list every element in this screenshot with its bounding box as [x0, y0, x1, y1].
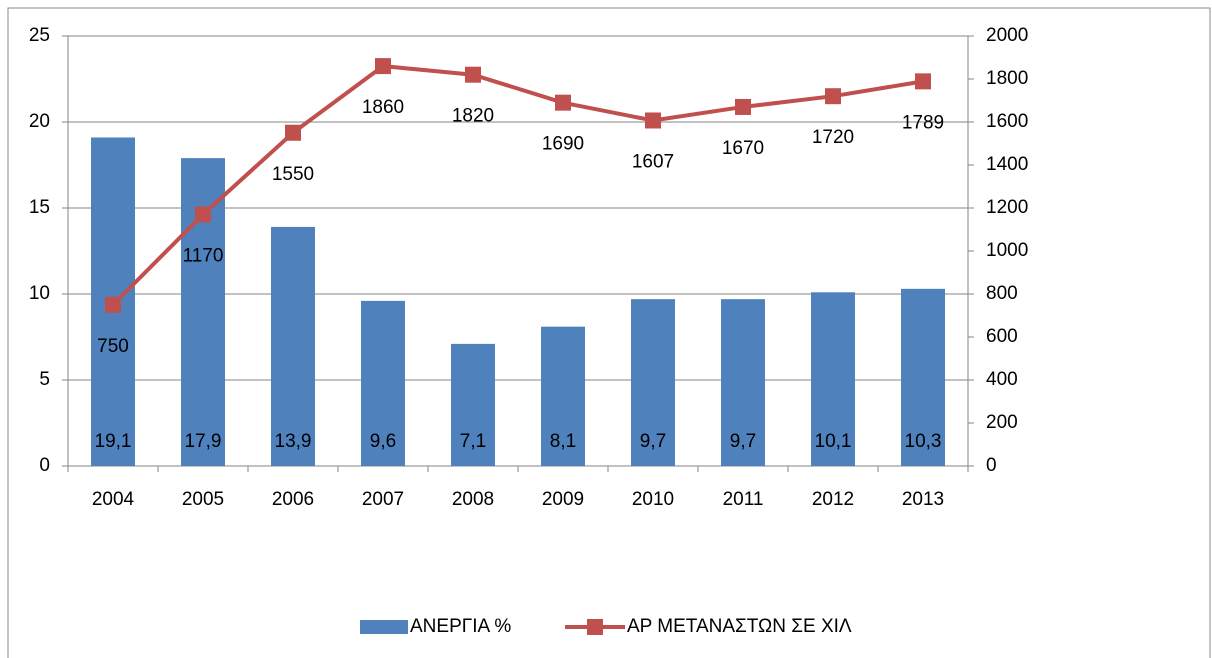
y-tick-label: 20: [29, 111, 50, 132]
legend-label: ΑΝΕΡΓΙΑ %: [410, 616, 511, 637]
line-value-label: 1720: [812, 127, 854, 148]
y2-tick-label: 1600: [986, 111, 1028, 132]
x-tick-label: 2006: [272, 489, 314, 510]
y2-tick-label: 0: [986, 455, 997, 476]
bar-value-label: 7,1: [460, 431, 486, 452]
line-value-label: 1170: [183, 245, 224, 266]
bar: [631, 299, 675, 466]
y2-tick-label: 600: [986, 326, 1018, 347]
y-tick-label: 5: [39, 369, 50, 390]
y-tick-label: 15: [29, 197, 50, 218]
line-marker: [105, 296, 121, 313]
x-tick-label: 2007: [362, 489, 404, 510]
y2-tick-label: 2000: [986, 25, 1028, 46]
x-tick-label: 2008: [452, 489, 494, 510]
bar-value-label: 10,1: [815, 431, 852, 452]
x-tick-label: 2005: [182, 489, 224, 510]
y-tick-label: 25: [29, 25, 50, 46]
y2-tick-label: 800: [986, 283, 1018, 304]
line-marker: [555, 94, 571, 111]
bar-value-label: 10,3: [905, 431, 942, 452]
line-marker: [285, 124, 301, 141]
line-value-label: 1690: [542, 134, 584, 155]
x-tick-label: 2011: [723, 489, 764, 510]
line-value-label: 1607: [632, 152, 674, 173]
line-marker: [735, 98, 751, 115]
line-marker: [195, 206, 211, 223]
bar: [811, 292, 855, 466]
x-tick-label: 2012: [812, 489, 854, 510]
legend-label: ΑΡ ΜΕΤΑΝΑΣΤΩΝ ΣΕ ΧΙΛ: [627, 616, 852, 637]
bar: [271, 226, 315, 466]
bar: [541, 326, 585, 466]
line-value-label: 1820: [452, 106, 494, 127]
line-value-label: 1789: [902, 112, 944, 133]
y2-tick-label: 200: [986, 412, 1018, 433]
x-tick-label: 2013: [902, 489, 944, 510]
bar-value-label: 9,6: [370, 431, 396, 452]
bar: [901, 288, 945, 466]
bar: [361, 300, 405, 466]
line-value-label: 1860: [362, 97, 404, 118]
line: [111, 64, 924, 307]
legend-swatch: [360, 620, 408, 634]
y-tick-label: 10: [29, 283, 50, 304]
y2-tick-label: 1400: [986, 154, 1028, 175]
line-marker: [375, 58, 391, 75]
line-marker: [465, 66, 481, 83]
x-tick-label: 2009: [542, 489, 584, 510]
y2-tick-label: 1200: [986, 197, 1028, 218]
bar-value-label: 9,7: [730, 431, 756, 452]
bar: [451, 343, 495, 466]
bar-value-label: 17,9: [185, 431, 222, 452]
bar-value-label: 9,7: [640, 431, 666, 452]
y2-tick-label: 400: [986, 369, 1018, 390]
y2-tick-label: 1000: [986, 240, 1028, 261]
bar-value-label: 8,1: [550, 431, 576, 452]
line-value-label: 1550: [272, 164, 314, 185]
bar-value-label: 13,9: [275, 431, 312, 452]
y-tick-label: 0: [39, 455, 50, 476]
bar-value-label: 19,1: [95, 431, 132, 452]
line-value-label: 1670: [722, 138, 764, 159]
line-marker: [825, 88, 841, 105]
bar: [181, 158, 225, 466]
y2-tick-label: 1800: [986, 68, 1028, 89]
x-tick-label: 2004: [92, 489, 135, 510]
legend-swatch: [587, 619, 603, 635]
line-value-label: 750: [97, 336, 129, 357]
x-tick-label: 2010: [632, 489, 674, 510]
bar: [721, 299, 765, 466]
line-marker: [915, 73, 931, 90]
line-marker: [645, 112, 661, 129]
